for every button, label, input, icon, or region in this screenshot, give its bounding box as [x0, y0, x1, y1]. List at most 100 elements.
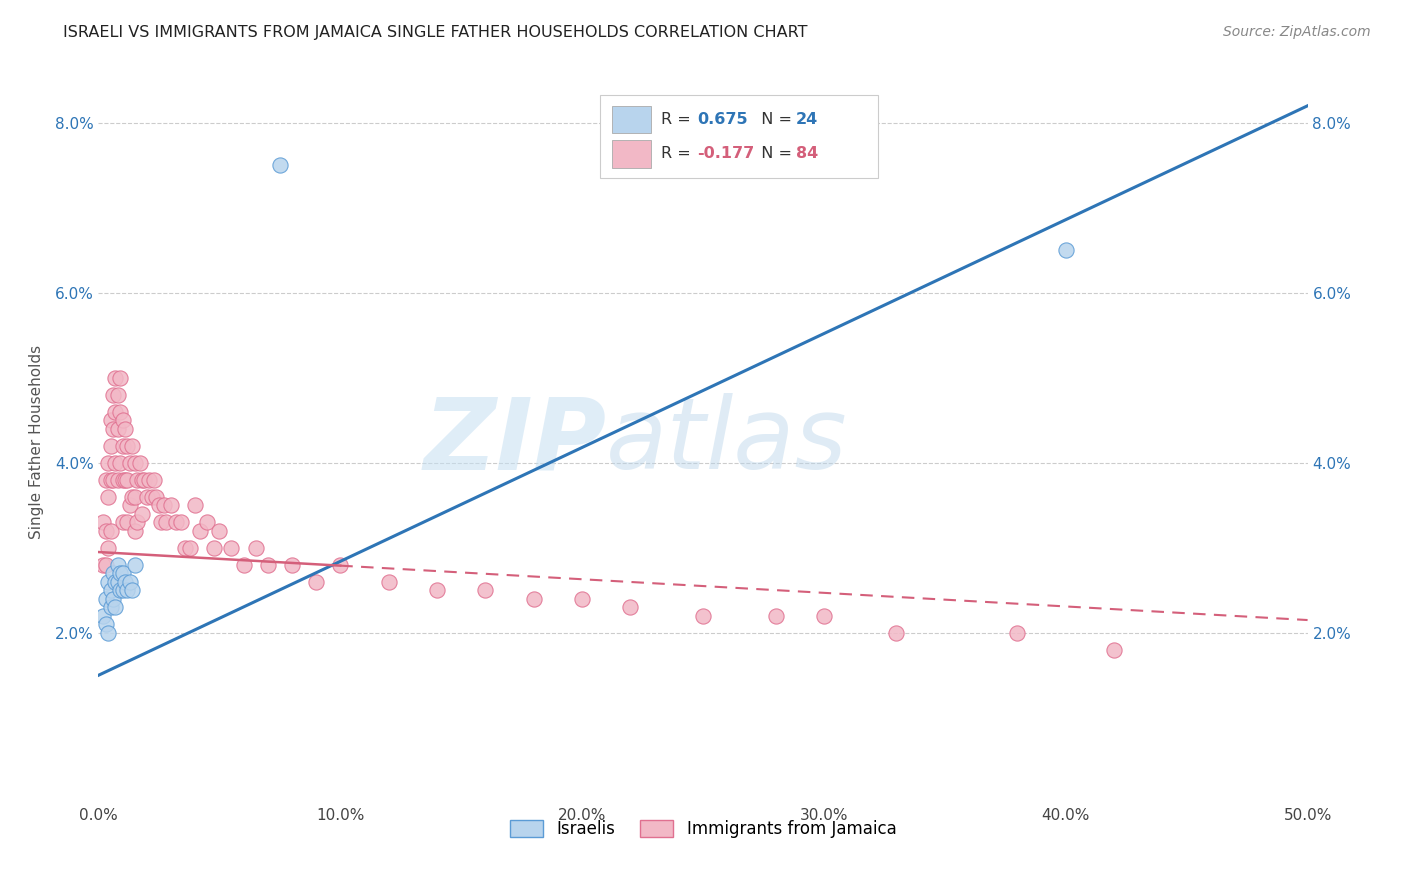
Text: 0.675: 0.675	[697, 112, 748, 127]
Point	[108, 371, 131, 385]
Point	[101, 566, 124, 581]
Point	[94, 473, 117, 487]
Point	[131, 507, 153, 521]
Text: N =: N =	[751, 146, 797, 161]
Point	[101, 473, 124, 487]
Point	[117, 516, 139, 530]
Point	[160, 498, 183, 512]
Point	[108, 405, 131, 419]
Text: ZIP: ZIP	[423, 393, 606, 490]
Point	[145, 490, 167, 504]
Point	[124, 524, 146, 538]
Text: R =: R =	[661, 146, 696, 161]
Point	[114, 574, 136, 589]
Point	[155, 516, 177, 530]
Point	[117, 473, 139, 487]
Point	[121, 490, 143, 504]
Point	[91, 608, 114, 623]
Point	[104, 574, 127, 589]
Point	[111, 439, 134, 453]
Point	[179, 541, 201, 555]
Point	[94, 617, 117, 632]
Point	[111, 473, 134, 487]
Point	[148, 498, 170, 512]
Point	[111, 413, 134, 427]
Point	[124, 558, 146, 572]
Point	[104, 600, 127, 615]
Point	[124, 490, 146, 504]
Text: Source: ZipAtlas.com: Source: ZipAtlas.com	[1223, 25, 1371, 39]
Text: 84: 84	[796, 146, 818, 161]
Point	[619, 600, 641, 615]
Point	[692, 608, 714, 623]
Point	[111, 566, 134, 581]
Point	[245, 541, 267, 555]
Point	[134, 473, 156, 487]
Point	[94, 558, 117, 572]
Point	[221, 541, 243, 555]
Point	[131, 473, 153, 487]
Point	[1102, 642, 1125, 657]
Point	[1054, 244, 1077, 258]
Point	[208, 524, 231, 538]
Point	[143, 473, 166, 487]
Text: atlas: atlas	[606, 393, 848, 490]
Point	[100, 473, 122, 487]
Point	[138, 473, 160, 487]
Y-axis label: Single Father Households: Single Father Households	[28, 344, 44, 539]
Point	[107, 574, 129, 589]
Point	[281, 558, 304, 572]
Point	[111, 583, 134, 598]
Point	[91, 516, 114, 530]
Point	[101, 591, 124, 606]
FancyBboxPatch shape	[613, 105, 651, 133]
Point	[329, 558, 352, 572]
Point	[107, 558, 129, 572]
Text: -0.177: -0.177	[697, 146, 754, 161]
Point	[184, 498, 207, 512]
Text: ISRAELI VS IMMIGRANTS FROM JAMAICA SINGLE FATHER HOUSEHOLDS CORRELATION CHART: ISRAELI VS IMMIGRANTS FROM JAMAICA SINGL…	[63, 25, 808, 40]
Point	[97, 541, 120, 555]
Point	[117, 439, 139, 453]
Point	[100, 413, 122, 427]
Point	[886, 625, 908, 640]
Point	[124, 456, 146, 470]
Point	[118, 574, 141, 589]
Point	[97, 490, 120, 504]
Point	[108, 583, 131, 598]
Point	[97, 625, 120, 640]
Point	[571, 591, 593, 606]
Point	[1007, 625, 1029, 640]
Point	[107, 473, 129, 487]
Point	[104, 405, 127, 419]
Point	[474, 583, 496, 598]
Point	[305, 574, 328, 589]
Point	[135, 490, 157, 504]
Point	[426, 583, 449, 598]
Point	[108, 566, 131, 581]
Point	[256, 558, 278, 572]
Point	[765, 608, 787, 623]
FancyBboxPatch shape	[600, 95, 879, 178]
Point	[114, 473, 136, 487]
Point	[269, 158, 291, 172]
Point	[127, 473, 149, 487]
Point	[152, 498, 174, 512]
Point	[97, 574, 120, 589]
Point	[104, 371, 127, 385]
Point	[114, 422, 136, 436]
Point	[100, 439, 122, 453]
Point	[111, 516, 134, 530]
Point	[121, 583, 143, 598]
Point	[127, 516, 149, 530]
Point	[174, 541, 197, 555]
Point	[128, 456, 150, 470]
Point	[94, 524, 117, 538]
Point	[97, 456, 120, 470]
Point	[523, 591, 546, 606]
Point	[232, 558, 254, 572]
Point	[165, 516, 187, 530]
Point	[117, 583, 139, 598]
Point	[141, 490, 163, 504]
Point	[107, 422, 129, 436]
